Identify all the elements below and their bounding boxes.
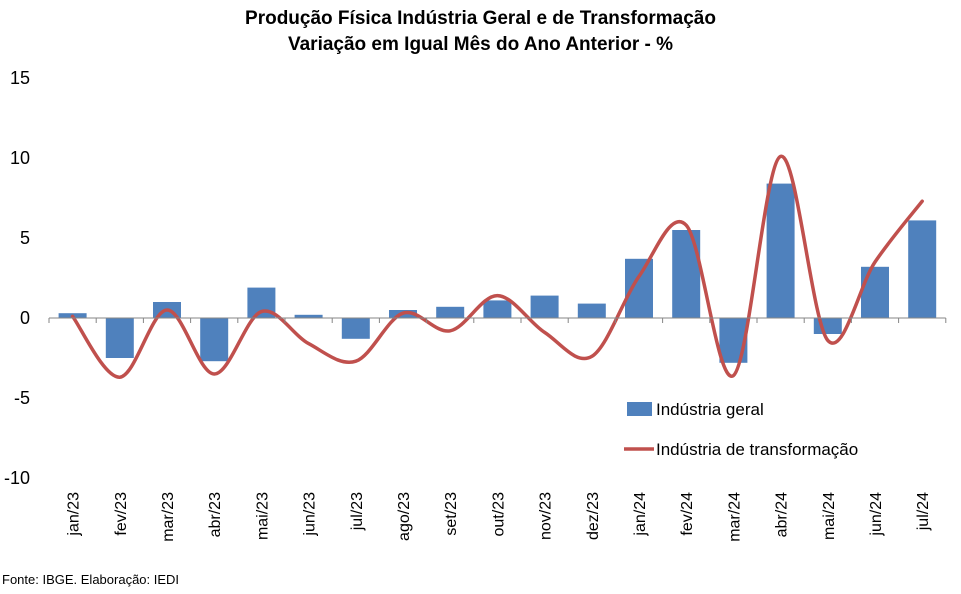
bar-nov-23 (530, 295, 559, 318)
bar-jun-23 (294, 314, 323, 318)
x-tick-label: mar/23 (160, 492, 177, 542)
bar-jun-24 (861, 266, 889, 318)
x-tick-label: jun/23 (302, 492, 319, 537)
bars-industria-geral (58, 183, 937, 363)
y-axis: -10 -5 0 5 10 15 (4, 68, 30, 488)
legend-label-industria-geral: Indústria geral (656, 400, 764, 419)
x-tick-label: nov/23 (538, 492, 555, 540)
legend: Indústria geral Indústria de transformaç… (624, 400, 858, 459)
chart-title-line-2: Variação em Igual Mês do Ano Anterior - … (287, 34, 673, 55)
chart-title: Produção Física Indústria Geral e de Tra… (0, 6, 961, 58)
y-tick-label: 0 (20, 308, 30, 328)
bar-abr-24 (766, 183, 795, 318)
x-tick-label: fev/24 (679, 492, 696, 536)
bar-dez-23 (577, 303, 606, 318)
x-tick-label: mar/24 (726, 492, 743, 542)
bar-mai-24 (813, 318, 842, 334)
x-tick-label: mai/23 (254, 492, 271, 540)
x-tick-label: set/23 (443, 492, 460, 536)
y-tick-label: 10 (10, 148, 30, 168)
x-tick-label: jul/23 (349, 492, 366, 531)
bar-fev-24 (672, 230, 701, 318)
x-tick-label: fev/23 (113, 492, 130, 536)
bar-abr-23 (200, 318, 229, 362)
bar-fev-23 (105, 318, 134, 358)
bar-jul-24 (908, 220, 937, 318)
legend-label-industria-transformacao: Indústria de transformação (656, 440, 858, 459)
y-tick-label: 5 (20, 228, 30, 248)
line-industria-transformacao (70, 154, 924, 379)
bar-out-23 (483, 300, 512, 318)
source-note: Fonte: IBGE. Elaboração: IEDI (2, 572, 180, 587)
y-tick-label: 15 (10, 68, 30, 88)
y-tick-label: -5 (14, 388, 30, 408)
chart-title-line-1: Produção Física Indústria Geral e de Tra… (245, 8, 716, 29)
x-tick-label: out/23 (490, 492, 507, 537)
x-tick-label: abr/24 (774, 492, 791, 537)
x-axis: jan/23 fev/23 mar/23 abr/23 mai/23 jun/23 jul/… (48, 317, 947, 542)
x-tick-label: jun/24 (868, 492, 885, 537)
bar-jul-23 (341, 318, 370, 339)
x-tick-label: jul/24 (915, 492, 932, 531)
x-tick-label: ago/23 (396, 492, 413, 541)
x-tick-label: mai/24 (821, 492, 838, 540)
bar-set-23 (436, 306, 465, 318)
line-path-industria-transformacao (70, 154, 924, 379)
bar-jan-24 (625, 258, 653, 318)
x-tick-label: jan/23 (66, 492, 83, 537)
x-tick-label: jan/24 (632, 492, 649, 537)
y-tick-label: -10 (4, 468, 30, 488)
legend-swatch-industria-geral (627, 402, 652, 416)
x-tick-label: dez/23 (585, 492, 602, 540)
x-tick-label: abr/23 (207, 492, 224, 537)
